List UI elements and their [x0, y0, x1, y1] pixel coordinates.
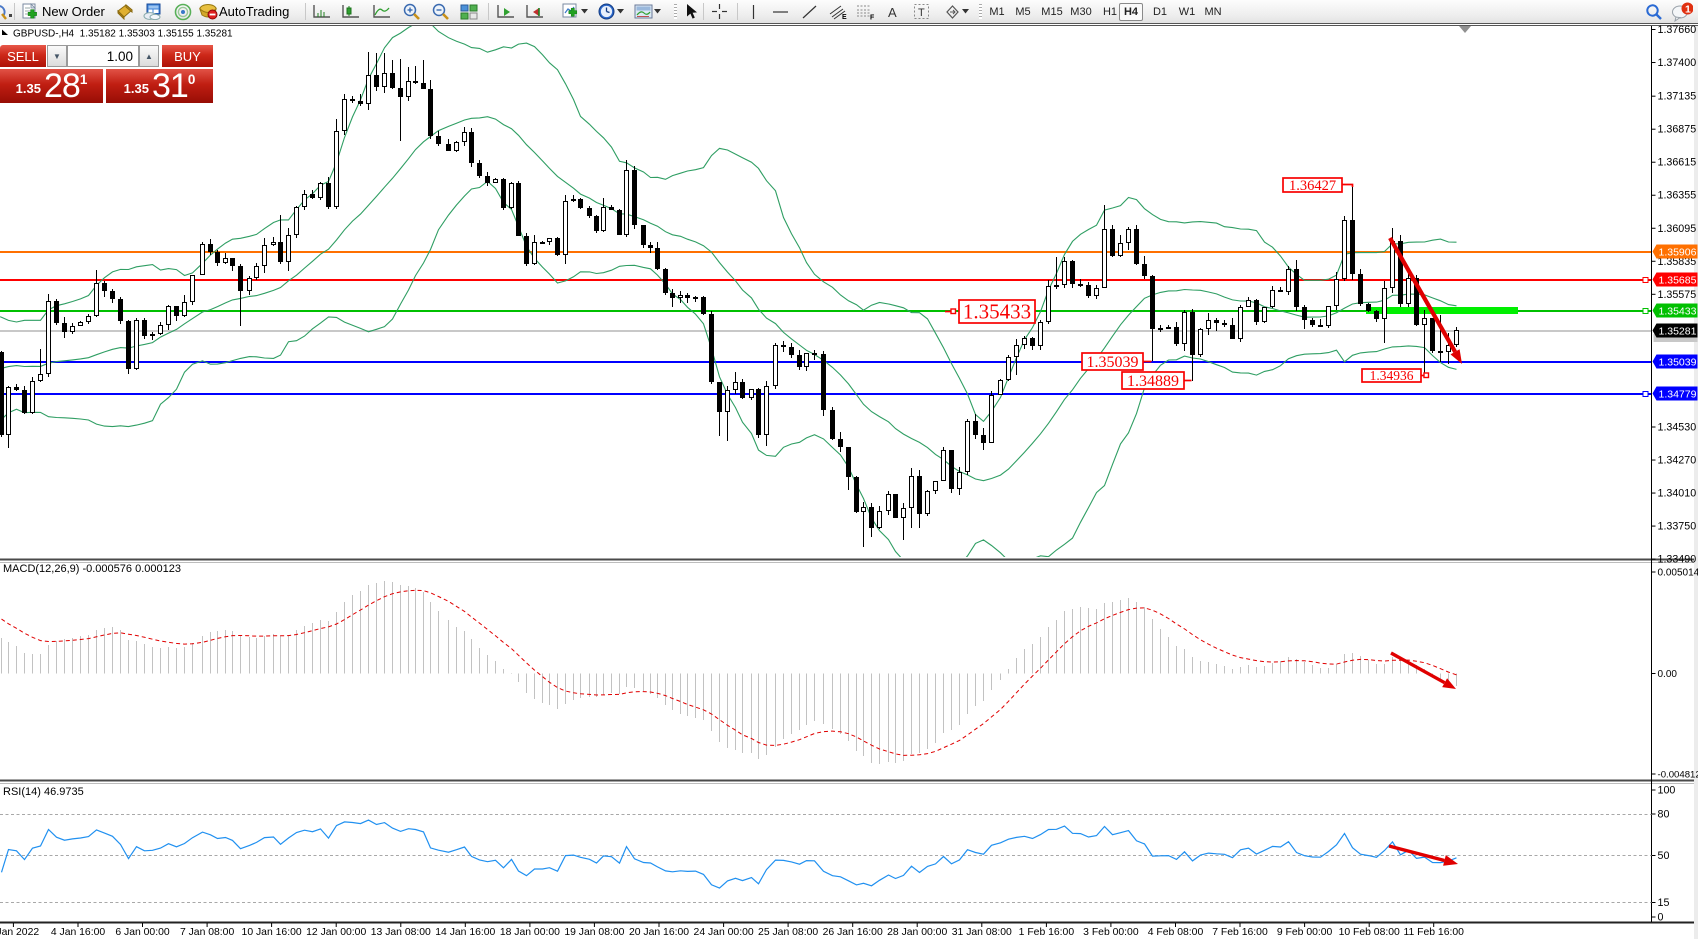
svg-text:1.37135: 1.37135 — [1658, 91, 1697, 103]
svg-text:31 Jan 08:00: 31 Jan 08:00 — [952, 927, 1012, 938]
svg-text:1.34889: 1.34889 — [1127, 373, 1179, 390]
svg-text:1.34010: 1.34010 — [1658, 488, 1697, 500]
svg-text:1.35281: 1.35281 — [1659, 325, 1697, 337]
svg-text:11 Feb 16:00: 11 Feb 16:00 — [1403, 927, 1464, 938]
svg-text:4 Feb 08:00: 4 Feb 08:00 — [1148, 927, 1204, 938]
svg-text:18 Jan 00:00: 18 Jan 00:00 — [500, 927, 560, 938]
svg-text:1.35433: 1.35433 — [1659, 305, 1697, 317]
svg-text:GBPUSD-,H4 1.35182 1.35303 1.: GBPUSD-,H4 1.35182 1.35303 1.35155 1.352… — [13, 29, 233, 40]
svg-text:1.33750: 1.33750 — [1658, 521, 1697, 533]
svg-text:100: 100 — [1658, 785, 1676, 797]
svg-text:A: A — [888, 5, 897, 20]
svg-text:-0.004812: -0.004812 — [1658, 770, 1698, 781]
svg-text:25 Jan 08:00: 25 Jan 08:00 — [758, 927, 818, 938]
svg-text:F: F — [870, 15, 875, 21]
svg-text:1.33490: 1.33490 — [1658, 554, 1697, 566]
svg-text:1.34530: 1.34530 — [1658, 422, 1697, 434]
svg-text:3 Feb 00:00: 3 Feb 00:00 — [1083, 927, 1139, 938]
svg-text:1.35433: 1.35433 — [963, 300, 1031, 324]
svg-text:T: T — [918, 7, 925, 19]
svg-text:1.36615: 1.36615 — [1658, 157, 1697, 169]
svg-text:0.005014: 0.005014 — [1658, 568, 1698, 579]
svg-text:1.36427: 1.36427 — [1289, 178, 1336, 194]
svg-text:1.37660: 1.37660 — [1658, 24, 1697, 36]
svg-text:13 Jan 08:00: 13 Jan 08:00 — [371, 927, 431, 938]
svg-text:9 Feb 00:00: 9 Feb 00:00 — [1277, 927, 1333, 938]
svg-text:1.35039: 1.35039 — [1659, 356, 1697, 368]
svg-text:0.00: 0.00 — [1658, 669, 1678, 680]
svg-text:1: 1 — [1685, 3, 1691, 15]
svg-text:1.35906: 1.35906 — [1659, 246, 1697, 258]
svg-text:1.34270: 1.34270 — [1658, 455, 1697, 467]
svg-text:7 Feb 16:00: 7 Feb 16:00 — [1212, 927, 1268, 938]
svg-text:4 Jan 16:00: 4 Jan 16:00 — [51, 927, 106, 938]
svg-text:1 Feb 16:00: 1 Feb 16:00 — [1019, 927, 1075, 938]
svg-text:19 Jan 08:00: 19 Jan 08:00 — [564, 927, 624, 938]
svg-text:80: 80 — [1658, 809, 1670, 821]
svg-text:1.34779: 1.34779 — [1659, 388, 1697, 400]
svg-text:RSI(14) 46.9735: RSI(14) 46.9735 — [3, 786, 84, 798]
svg-text:0: 0 — [1658, 912, 1664, 924]
svg-text:15: 15 — [1658, 897, 1670, 909]
svg-text:1.36875: 1.36875 — [1658, 124, 1697, 136]
svg-text:6 Jan 00:00: 6 Jan 00:00 — [115, 927, 170, 938]
svg-text:MACD(12,26,9) -0.000576 0.0001: MACD(12,26,9) -0.000576 0.000123 — [3, 563, 181, 575]
svg-text:50: 50 — [1658, 850, 1670, 862]
svg-text:26 Jan 16:00: 26 Jan 16:00 — [823, 927, 883, 938]
svg-text:1.34936: 1.34936 — [1370, 368, 1414, 383]
svg-text:3 Jan 2022: 3 Jan 2022 — [0, 927, 39, 938]
svg-text:7 Jan 08:00: 7 Jan 08:00 — [180, 927, 235, 938]
svg-text:1.35685: 1.35685 — [1659, 274, 1697, 286]
svg-text:1.36095: 1.36095 — [1658, 223, 1697, 235]
svg-text:1.35835: 1.35835 — [1658, 256, 1697, 268]
svg-text:1.35575: 1.35575 — [1658, 289, 1697, 301]
svg-text:12 Jan 00:00: 12 Jan 00:00 — [306, 927, 366, 938]
svg-text:14 Jan 16:00: 14 Jan 16:00 — [435, 927, 495, 938]
svg-text:28 Jan 00:00: 28 Jan 00:00 — [887, 927, 947, 938]
svg-text:1.36355: 1.36355 — [1658, 190, 1697, 202]
svg-text:E: E — [842, 14, 847, 20]
svg-text:10 Jan 16:00: 10 Jan 16:00 — [242, 927, 302, 938]
svg-text:1.35039: 1.35039 — [1087, 354, 1139, 371]
svg-text:24 Jan 00:00: 24 Jan 00:00 — [694, 927, 754, 938]
svg-text:10 Feb 08:00: 10 Feb 08:00 — [1339, 927, 1400, 938]
svg-text:1.37400: 1.37400 — [1658, 57, 1697, 69]
svg-text:20 Jan 16:00: 20 Jan 16:00 — [629, 927, 689, 938]
